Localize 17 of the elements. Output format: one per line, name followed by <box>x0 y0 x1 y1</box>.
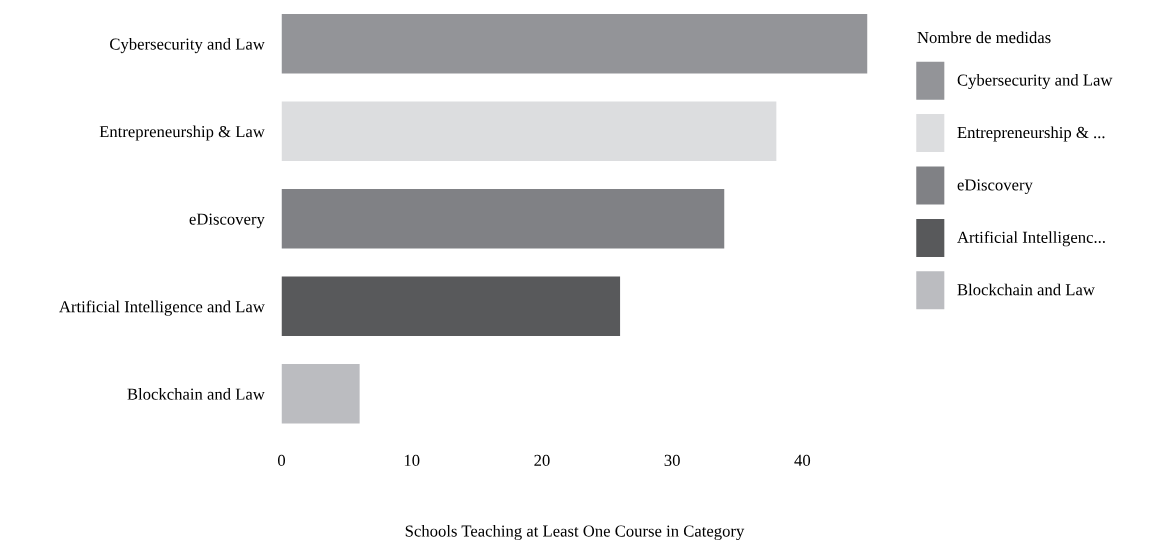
legend-label: Artificial Intelligenc... <box>957 231 1105 247</box>
y-tick-label: Entrepreneurship & Law <box>99 125 265 141</box>
legend-label: Entrepreneurship & ... <box>957 126 1105 142</box>
legend-title: Nombre de medidas <box>917 31 1051 44</box>
x-tick-label: 30 <box>664 454 680 466</box>
legend-label: Cybersecurity and Law <box>957 73 1113 90</box>
x-tick-label: 40 <box>794 454 811 466</box>
y-tick-label: eDiscovery <box>189 213 265 229</box>
x-tick-label: 20 <box>534 454 550 466</box>
y-tick-label: Artificial Intelligence and Law <box>59 300 265 316</box>
y-tick-label: Blockchain and Law <box>127 388 265 400</box>
x-tick-label: 0 <box>277 454 286 466</box>
y-tick-label: Cybersecurity and Law <box>110 37 265 54</box>
x-tick-label: 10 <box>404 454 420 466</box>
legend-label: eDiscovery <box>957 179 1033 194</box>
legend-label: Blockchain and Law <box>957 283 1095 296</box>
x-axis-title: Schools Teaching at Least One Course in Category <box>405 524 745 541</box>
